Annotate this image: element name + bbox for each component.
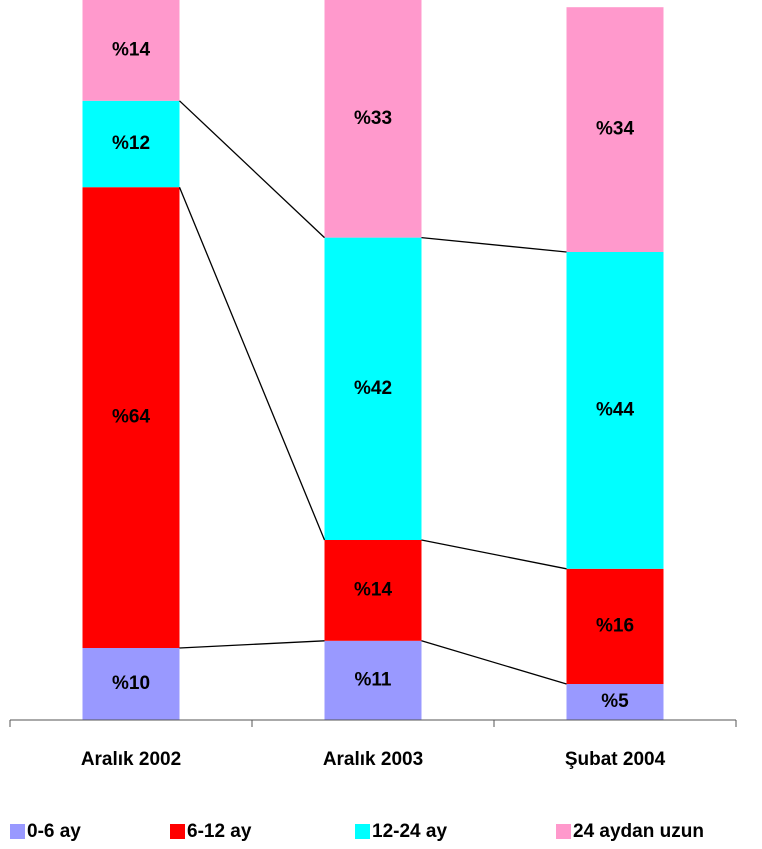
bar-segment	[324, 540, 422, 641]
bar-segment	[566, 7, 664, 253]
value-label: %12	[112, 133, 150, 154]
value-label: %42	[354, 378, 392, 399]
value-label: %34	[596, 119, 634, 140]
bar-segment	[82, 0, 180, 101]
value-label: %64	[112, 407, 150, 428]
value-label: %10	[112, 673, 150, 694]
value-label: %14	[112, 39, 150, 60]
connector-line	[421, 236, 567, 253]
connector-line	[421, 640, 567, 685]
legend-swatch	[170, 824, 185, 839]
bar-segment	[566, 252, 664, 569]
bar-segment	[566, 684, 664, 720]
bar-segment	[82, 648, 180, 720]
legend-swatch	[10, 824, 25, 839]
bar-segment	[82, 100, 180, 188]
value-label: %33	[354, 108, 392, 129]
value-label: %11	[355, 669, 392, 690]
value-label: %14	[354, 579, 392, 600]
legend-label: 24 aydan uzun	[573, 821, 704, 842]
bar-segment	[324, 237, 422, 540]
value-label: %44	[596, 399, 634, 420]
x-tick-label: Aralık 2003	[323, 749, 423, 770]
bar-segment	[82, 187, 180, 648]
connector-line	[179, 640, 325, 649]
bar-segment	[324, 0, 422, 238]
legend-swatch	[355, 824, 370, 839]
value-label: %16	[596, 615, 634, 636]
legend-label: 0-6 ay	[27, 821, 81, 842]
x-tick-label: Aralık 2002	[81, 749, 181, 770]
connector-line	[421, 539, 567, 570]
legend-swatch	[556, 824, 571, 839]
x-tick-label: Şubat 2004	[565, 749, 666, 770]
legend-label: 12-24 ay	[372, 821, 447, 842]
connector-line	[178, 186, 326, 541]
connector-line	[179, 100, 325, 239]
bar-segment	[566, 568, 664, 684]
value-label: %5	[601, 691, 629, 712]
bar-segment	[324, 640, 422, 720]
legend-label: 6-12 ay	[187, 821, 252, 842]
